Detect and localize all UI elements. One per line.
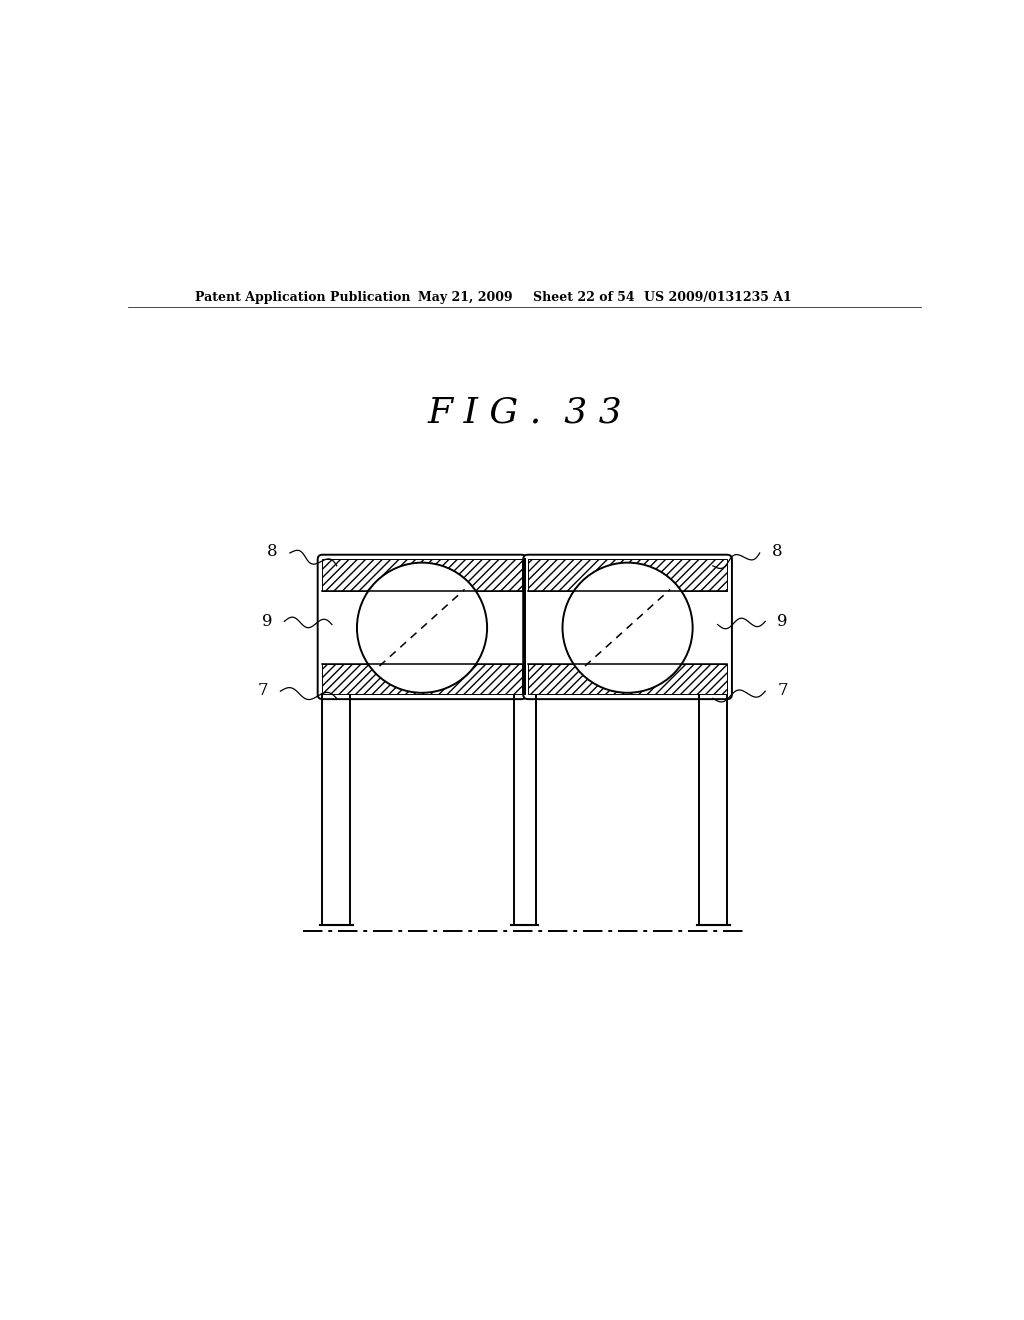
Text: May 21, 2009: May 21, 2009 [418,292,512,304]
Polygon shape [323,664,521,694]
Text: 7: 7 [258,682,268,698]
Text: F I G .  3 3: F I G . 3 3 [427,396,623,429]
Text: Sheet 22 of 54: Sheet 22 of 54 [532,292,634,304]
Text: 8: 8 [772,543,782,560]
Ellipse shape [357,562,487,693]
Text: Patent Application Publication: Patent Application Publication [196,292,411,304]
Polygon shape [528,664,727,694]
Polygon shape [528,560,727,591]
Text: US 2009/0131235 A1: US 2009/0131235 A1 [644,292,792,304]
Polygon shape [323,560,521,591]
Text: 9: 9 [261,612,272,630]
Text: 8: 8 [267,543,278,560]
FancyBboxPatch shape [523,554,732,700]
Text: 9: 9 [777,612,788,630]
Ellipse shape [562,562,692,693]
Text: 7: 7 [777,682,788,698]
FancyBboxPatch shape [317,554,526,700]
